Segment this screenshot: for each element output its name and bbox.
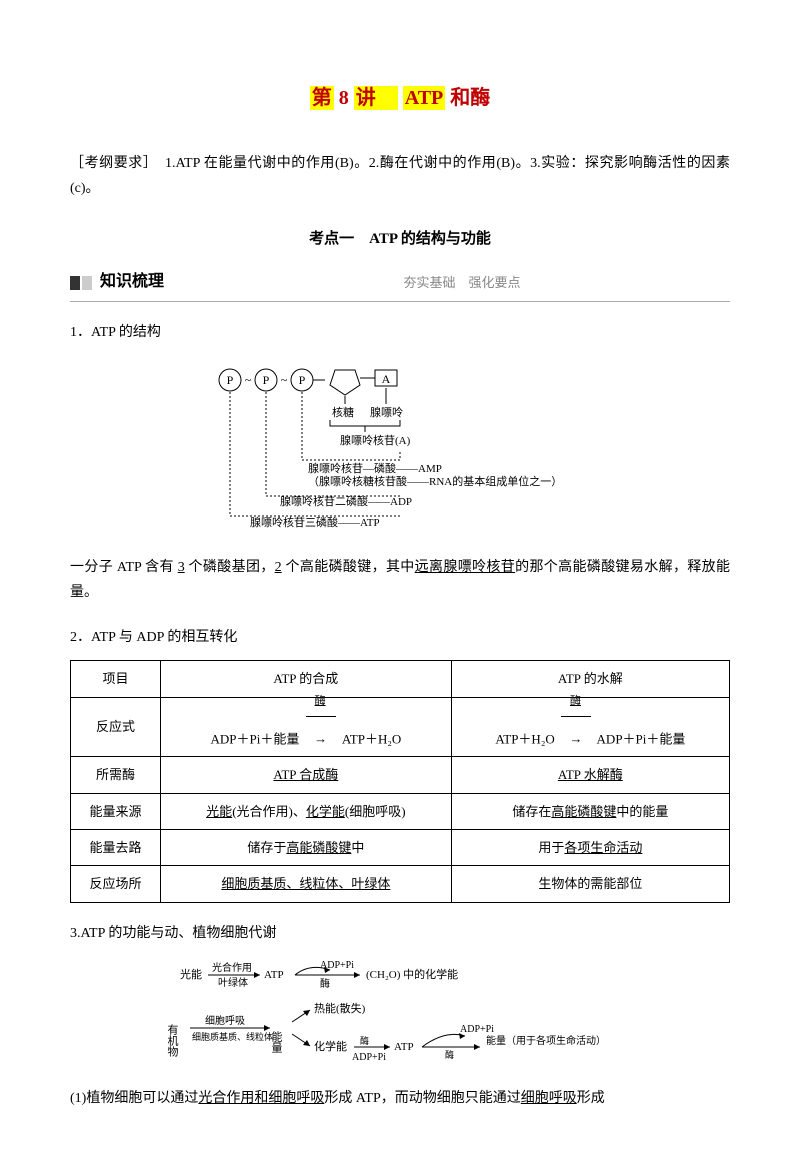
svg-text:P: P: [299, 373, 306, 387]
svg-text:ADP+Pi: ADP+Pi: [352, 1052, 386, 1063]
svg-text:有机物: 有机物: [166, 1023, 179, 1057]
banner-square-dark: [70, 276, 80, 290]
atp-adp-table: 项目 ATP 的合成 ATP 的水解 反应式 ADP＋Pi＋能量 酶 → ATP…: [70, 660, 730, 903]
th-syn: ATP 的合成: [161, 661, 452, 697]
svg-text:ATP: ATP: [264, 969, 284, 981]
banner-square-light: [82, 276, 92, 290]
svg-text:（腺嘌呤核糖核苷酸——RNA的基本组成单位之一）: （腺嘌呤核糖核苷酸——RNA的基本组成单位之一）: [308, 474, 562, 488]
svg-text:~: ~: [245, 373, 252, 387]
cell-syn-src: 光能(光合作用)、化学能(细胞呼吸): [161, 793, 452, 829]
para-last: (1)植物细胞可以通过光合作用和细胞呼吸形成 ATP，而动物细胞只能通过细胞呼吸…: [70, 1086, 730, 1111]
svg-text:ATP: ATP: [394, 1041, 414, 1053]
heading-2: 2．ATP 与 ADP 的相互转化: [70, 625, 730, 650]
title-p1: 第: [310, 86, 334, 110]
cell-syn-dest: 储存于高能磷酸键中: [161, 830, 452, 866]
row-dest: 能量去路: [71, 830, 161, 866]
row-source: 能量来源: [71, 793, 161, 829]
svg-text:化学能: 化学能: [314, 1039, 347, 1053]
exam-requirements: ［考纲要求］ 1.ATP 在能量代谢中的作用(B)。2.酶在代谢中的作用(B)。…: [70, 151, 730, 201]
svg-text:~: ~: [281, 373, 288, 387]
svg-text:P: P: [227, 373, 234, 387]
metabolism-flow-diagram: 光能 光合作用 叶绿体 ATP ADP+Pi 酶 (CH₂O) 中的化学能 有机…: [70, 958, 730, 1068]
row-place: 反应场所: [71, 866, 161, 902]
svg-text:能量: 能量: [270, 1030, 283, 1053]
para-atp-desc: 一分子 ATP 含有 3 个磷酸基团，2 个高能磷酸键，其中远离腺嘌呤核苷的那个…: [70, 555, 730, 605]
cell-hyd-dest: 用于各项生命活动: [451, 830, 729, 866]
svg-text:叶绿体: 叶绿体: [218, 976, 248, 989]
banner-subtitle: 夯实基础 强化要点: [404, 271, 521, 294]
th-hyd: ATP 的水解: [451, 661, 729, 697]
kaodian-1-title: 考点一 ATP 的结构与功能: [70, 226, 730, 253]
svg-text:P: P: [263, 373, 270, 387]
title-p4: ATP: [403, 86, 446, 110]
svg-text:酶: 酶: [445, 1049, 454, 1060]
svg-text:腺嘌呤: 腺嘌呤: [370, 405, 403, 419]
svg-text:腺嘌呤核苷—磷酸——AMP: 腺嘌呤核苷—磷酸——AMP: [308, 461, 442, 475]
svg-text:热能(散失): 热能(散失): [314, 1001, 366, 1015]
svg-text:酶: 酶: [320, 977, 330, 990]
svg-text:A: A: [382, 372, 391, 386]
th-item: 项目: [71, 661, 161, 697]
cell-syn-enz: ATP 合成酶: [161, 757, 452, 793]
cell-hyd-src: 储存在高能磷酸键中的能量: [451, 793, 729, 829]
heading-1: 1．ATP 的结构: [70, 320, 730, 345]
heading-3: 3.ATP 的功能与动、植物细胞代谢: [70, 921, 730, 946]
svg-text:腺嘌呤核苷(A): 腺嘌呤核苷(A): [340, 433, 411, 447]
svg-text:细胞呼吸: 细胞呼吸: [205, 1014, 245, 1027]
cell-syn-place: 细胞质基质、线粒体、叶绿体: [161, 866, 452, 902]
cell-syn-eq: ADP＋Pi＋能量 酶 → ATP＋H₂O: [161, 697, 452, 757]
svg-text:光合作用: 光合作用: [212, 961, 252, 974]
title-p2: 8: [339, 87, 349, 109]
title-p3: 讲: [354, 86, 398, 110]
atp-structure-diagram: P ~ P ~ P A 核糖 腺嘌呤 腺嘌呤核苷(A) 腺嘌呤核苷—磷酸——AM…: [70, 360, 730, 539]
svg-text:(CH₂O) 中的化学能: (CH₂O) 中的化学能: [366, 967, 458, 981]
cell-hyd-enz: ATP 水解酶: [451, 757, 729, 793]
svg-text:能量（用于各项生命活动）: 能量（用于各项生命活动）: [486, 1034, 606, 1047]
cell-hyd-eq: ATP＋H₂O 酶 → ADP＋Pi＋能量: [451, 697, 729, 757]
svg-text:光能: 光能: [180, 967, 202, 981]
svg-text:酶: 酶: [360, 1035, 369, 1046]
row-enzyme: 所需酶: [71, 757, 161, 793]
svg-text:ADP+Pi: ADP+Pi: [460, 1024, 494, 1035]
banner-title: 知识梳理: [100, 268, 164, 297]
svg-text:腺嘌呤核苷三磷酸——ATP: 腺嘌呤核苷三磷酸——ATP: [250, 515, 380, 529]
svg-text:核糖: 核糖: [332, 405, 354, 419]
svg-text:细胞质基质、线粒体: 细胞质基质、线粒体: [192, 1031, 273, 1042]
knowledge-banner: 知识梳理 夯实基础 强化要点: [70, 268, 730, 302]
page-title: 第 8 讲 ATP 和酶: [70, 80, 730, 116]
svg-text:腺嘌呤核苷二磷酸——ADP: 腺嘌呤核苷二磷酸——ADP: [280, 494, 412, 508]
title-p5: 和酶: [450, 87, 490, 109]
row-reaction: 反应式: [71, 697, 161, 757]
cell-hyd-place: 生物体的需能部位: [451, 866, 729, 902]
